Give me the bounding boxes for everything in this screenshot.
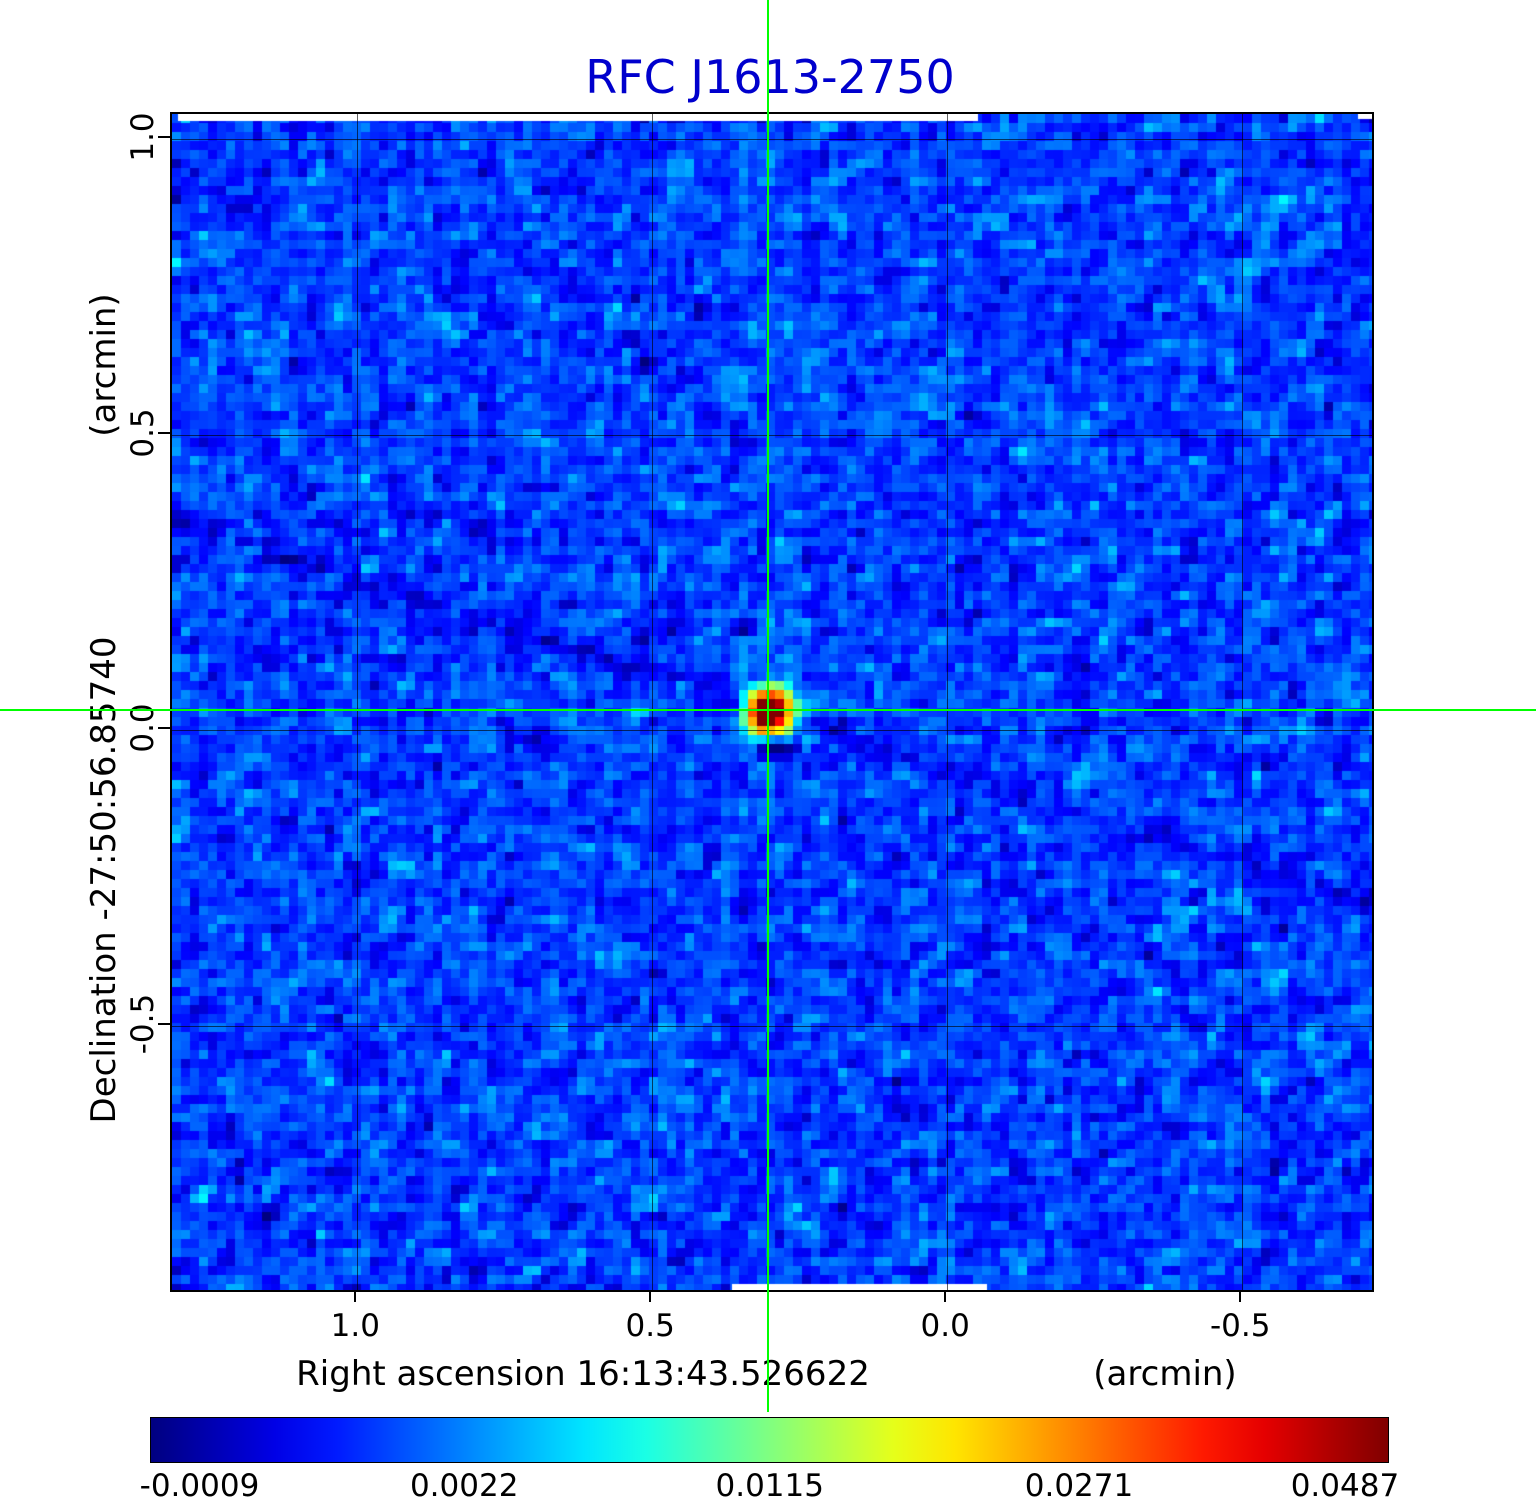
crosshair-horizontal-line bbox=[0, 709, 1536, 712]
x-tick-label: 1.0 bbox=[330, 1308, 380, 1344]
colorbar-tick-label: -0.0009 bbox=[139, 1468, 260, 1504]
gridline-vertical bbox=[947, 114, 949, 1290]
y-tick-label: 1.0 bbox=[125, 112, 161, 162]
gridline-horizontal bbox=[172, 730, 1372, 732]
intensity-heatmap-canvas bbox=[172, 114, 1372, 1290]
gridline-vertical bbox=[652, 114, 654, 1290]
colorbar-tick-label: 0.0115 bbox=[715, 1468, 824, 1504]
gridline-vertical bbox=[1242, 114, 1244, 1290]
y-tick-label: 0.5 bbox=[125, 407, 161, 458]
x-tick-mark bbox=[944, 1290, 947, 1302]
y-axis-unit-label: (arcmin) bbox=[84, 293, 124, 437]
colorbar-gradient bbox=[150, 1417, 1389, 1463]
x-tick-label: 0.5 bbox=[625, 1308, 675, 1344]
y-tick-label: -0.5 bbox=[125, 993, 161, 1054]
colorbar-labels: -0.0009 0.0022 0.0115 0.0271 0.0487 bbox=[140, 1468, 1400, 1508]
x-tick-label: 0.0 bbox=[920, 1308, 970, 1344]
x-tick-label: -0.5 bbox=[1209, 1308, 1271, 1344]
gridline-vertical bbox=[357, 114, 359, 1290]
y-tick-mark bbox=[158, 727, 170, 730]
y-tick-mark bbox=[158, 1022, 170, 1025]
gridline-horizontal bbox=[172, 138, 1372, 140]
colorbar-tick-label: 0.0487 bbox=[1290, 1468, 1400, 1504]
y-tick-mark bbox=[158, 135, 170, 138]
figure-title: RFC J1613-2750 bbox=[585, 50, 955, 104]
x-axis-unit-label: (arcmin) bbox=[1093, 1354, 1237, 1394]
colorbar-tick-label: 0.0271 bbox=[1024, 1468, 1134, 1504]
y-tick-mark bbox=[158, 431, 170, 434]
colorbar-tick-label: 0.0022 bbox=[409, 1468, 519, 1504]
crosshair-vertical-line bbox=[767, 0, 770, 1412]
x-tick-mark bbox=[649, 1290, 652, 1302]
x-tick-mark bbox=[354, 1290, 357, 1302]
gridline-horizontal bbox=[172, 1025, 1372, 1027]
sky-map-plot bbox=[170, 112, 1374, 1292]
x-tick-mark bbox=[1239, 1290, 1242, 1302]
x-axis-label: Right ascension 16:13:43.526622 bbox=[296, 1354, 870, 1394]
gridline-horizontal bbox=[172, 434, 1372, 436]
